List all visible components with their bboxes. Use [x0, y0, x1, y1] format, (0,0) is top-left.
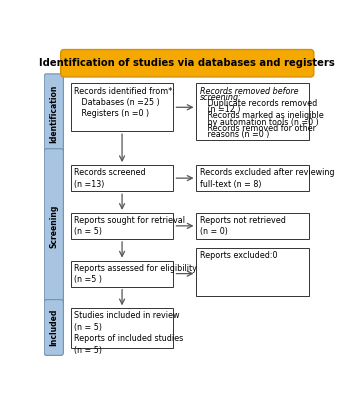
FancyBboxPatch shape [70, 165, 173, 191]
Text: Identification: Identification [49, 84, 58, 143]
Text: Records excluded after reviewing
full-text (n = 8): Records excluded after reviewing full-te… [200, 168, 334, 188]
Text: Records identified from*:
   Databases (n =25 )
   Registers (n =0 ): Records identified from*: Databases (n =… [74, 86, 175, 118]
Text: Identification of studies via databases and registers: Identification of studies via databases … [39, 58, 335, 68]
FancyBboxPatch shape [70, 213, 173, 239]
Text: Reports assessed for eligibility
(n =5 ): Reports assessed for eligibility (n =5 ) [74, 264, 197, 284]
FancyBboxPatch shape [196, 165, 309, 191]
FancyBboxPatch shape [44, 149, 64, 304]
FancyBboxPatch shape [196, 213, 309, 239]
Text: Included: Included [49, 309, 58, 346]
Text: Records screened
(n =13): Records screened (n =13) [74, 168, 146, 188]
Text: Reports sought for retrieval
(n = 5): Reports sought for retrieval (n = 5) [74, 216, 185, 236]
Text: Records removed before: Records removed before [200, 87, 298, 96]
Text: Duplicate records removed: Duplicate records removed [200, 99, 317, 108]
Text: (n =12 ): (n =12 ) [200, 105, 240, 114]
Text: screening:: screening: [200, 93, 242, 102]
FancyBboxPatch shape [196, 248, 309, 296]
Text: Records marked as ineligible: Records marked as ineligible [200, 112, 324, 120]
FancyBboxPatch shape [70, 84, 173, 131]
Text: Studies included in review
(n = 5)
Reports of included studies
(n = 5): Studies included in review (n = 5) Repor… [74, 311, 184, 355]
FancyBboxPatch shape [44, 300, 64, 355]
Text: Reports excluded:0: Reports excluded:0 [200, 251, 277, 260]
FancyBboxPatch shape [61, 50, 314, 77]
Text: by automation tools (n =0 ): by automation tools (n =0 ) [200, 118, 318, 127]
Text: Records removed for other: Records removed for other [200, 124, 316, 133]
Text: Reports not retrieved
(n = 0): Reports not retrieved (n = 0) [200, 216, 286, 236]
FancyBboxPatch shape [44, 74, 64, 154]
FancyBboxPatch shape [70, 260, 173, 287]
FancyBboxPatch shape [70, 308, 173, 348]
FancyBboxPatch shape [196, 84, 309, 140]
Text: reasons (n =0 ): reasons (n =0 ) [200, 130, 269, 139]
Text: Screening: Screening [49, 205, 58, 248]
